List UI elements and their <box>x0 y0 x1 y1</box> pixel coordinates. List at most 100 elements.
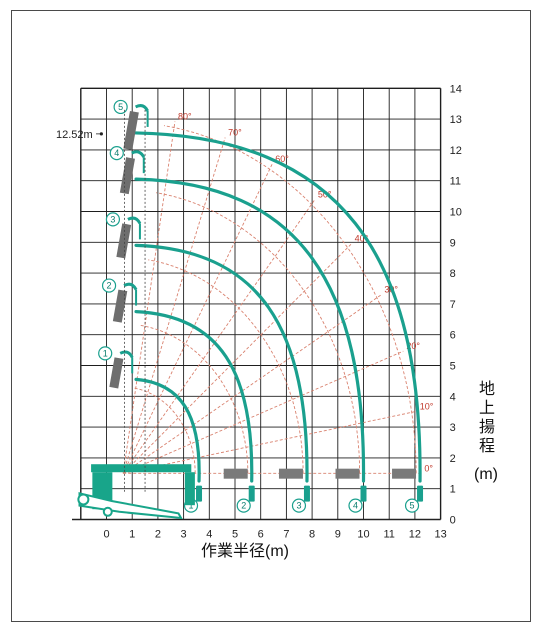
angle-line <box>122 137 226 474</box>
y-tick-label: 4 <box>450 391 456 403</box>
y-tick-label: 10 <box>450 207 462 219</box>
hook-block <box>303 485 310 502</box>
hook-block <box>360 485 367 502</box>
x-axis-label: 作業半径(m) <box>201 542 289 560</box>
stage-badge <box>105 212 121 227</box>
x-tick-label: 6 <box>258 529 264 541</box>
boom-head <box>119 157 135 195</box>
x-tick-label: 12 <box>409 529 421 541</box>
angle-line <box>122 199 316 474</box>
y-tick-label: 11 <box>450 176 461 188</box>
reach-curve <box>134 177 366 483</box>
x-tick-label: 4 <box>206 529 212 541</box>
angle-arc <box>133 387 196 474</box>
stage-badge-label: 2 <box>241 501 246 511</box>
x-tick-label: 13 <box>434 529 446 541</box>
x-tick-label: 0 <box>103 529 109 541</box>
angle-label: 0° <box>424 463 433 473</box>
truck-bed <box>91 464 192 473</box>
max-height-dot <box>99 132 103 136</box>
stage-badge-label: 3 <box>110 214 115 224</box>
boom-hook <box>123 282 138 291</box>
x-tick-label: 7 <box>283 529 289 541</box>
boom-section <box>335 468 360 479</box>
y-tick-label: 9 <box>450 237 456 249</box>
stage-badge-label: 4 <box>353 501 358 511</box>
stage-badge <box>291 498 307 513</box>
angle-line <box>122 294 382 474</box>
y-tick-label: 1 <box>450 484 456 496</box>
angle-line <box>122 243 352 474</box>
x-tick-label: 5 <box>232 529 238 541</box>
stage-badge <box>98 346 113 361</box>
y-axis-label: 地 上 揚 程 (m) <box>474 380 498 483</box>
stage-badge <box>348 498 363 513</box>
boom-section <box>223 468 248 479</box>
angle-label: 70° <box>228 128 242 138</box>
x-tick-label: 2 <box>155 529 161 541</box>
stage-badge-label: 4 <box>114 148 119 158</box>
stage-badge <box>236 498 251 513</box>
stage-badge-label: 1 <box>189 501 194 511</box>
crane-truck <box>77 464 195 520</box>
angle-arc <box>140 324 249 474</box>
y-tick-label: 14 <box>450 83 462 95</box>
angle-label: 80° <box>178 111 192 121</box>
y-tick-label: 6 <box>450 330 456 342</box>
stage-badge-label: 1 <box>103 348 108 358</box>
boom-section <box>392 468 417 479</box>
hook-block <box>248 485 255 502</box>
angle-arc <box>156 192 361 474</box>
boom-head <box>109 357 124 389</box>
y-tick-label: 0 <box>450 515 456 527</box>
y-tick-label: 3 <box>450 422 456 434</box>
angle-arc <box>148 259 304 474</box>
reach-curve <box>134 310 254 483</box>
truck-arm <box>78 492 183 520</box>
angle-arc <box>163 125 417 474</box>
stage-badge <box>109 146 124 161</box>
angle-label: 20° <box>406 341 420 351</box>
stage-badge <box>404 498 420 513</box>
boom-head <box>123 110 139 150</box>
boom-hook <box>131 150 146 158</box>
stage-badge-label: 3 <box>296 501 301 511</box>
angle-label: 50° <box>318 190 332 200</box>
y-axis-char: 程 <box>479 437 495 455</box>
hook-block <box>417 485 424 502</box>
stage-badge <box>113 99 128 115</box>
boom-hook <box>119 350 134 359</box>
angle-label: 60° <box>275 154 289 164</box>
x-tick-label: 10 <box>357 529 369 541</box>
y-axis-char: 上 <box>479 399 495 417</box>
y-tick-label: 8 <box>450 268 456 280</box>
max-height-label: 12.52m <box>56 129 93 141</box>
angle-line <box>123 350 404 474</box>
boom-hook <box>134 104 149 112</box>
y-tick-label: 7 <box>450 299 456 311</box>
y-axis-char: 揚 <box>479 418 495 436</box>
y-axis-char: 地 <box>479 380 495 398</box>
stage-badge-label: 5 <box>410 501 415 511</box>
angle-line <box>122 163 273 474</box>
angle-label: 10° <box>420 401 434 411</box>
boom-head <box>116 223 132 259</box>
y-tick-label: 5 <box>450 361 456 373</box>
outrigger <box>184 472 195 506</box>
truck-wheel <box>77 493 90 506</box>
boom-hook <box>127 216 142 225</box>
y-tick-label: 12 <box>450 145 462 157</box>
hook-block <box>196 485 203 502</box>
reach-curve <box>134 131 422 483</box>
boom-heads: 1 2 3 4 5 <box>98 99 149 492</box>
x-tick-label: 8 <box>309 529 315 541</box>
stage-badge-label: 2 <box>107 281 112 291</box>
x-tick-label: 11 <box>383 529 394 541</box>
angle-lines: 0°10°20°30°40°50°60°70°80° <box>122 111 434 474</box>
reach-curves: 1 2 3 4 5 <box>134 131 424 513</box>
x-tick-label: 3 <box>181 529 187 541</box>
x-tick-label: 9 <box>335 529 341 541</box>
angle-label: 40° <box>355 234 369 244</box>
boom-section <box>278 468 303 479</box>
